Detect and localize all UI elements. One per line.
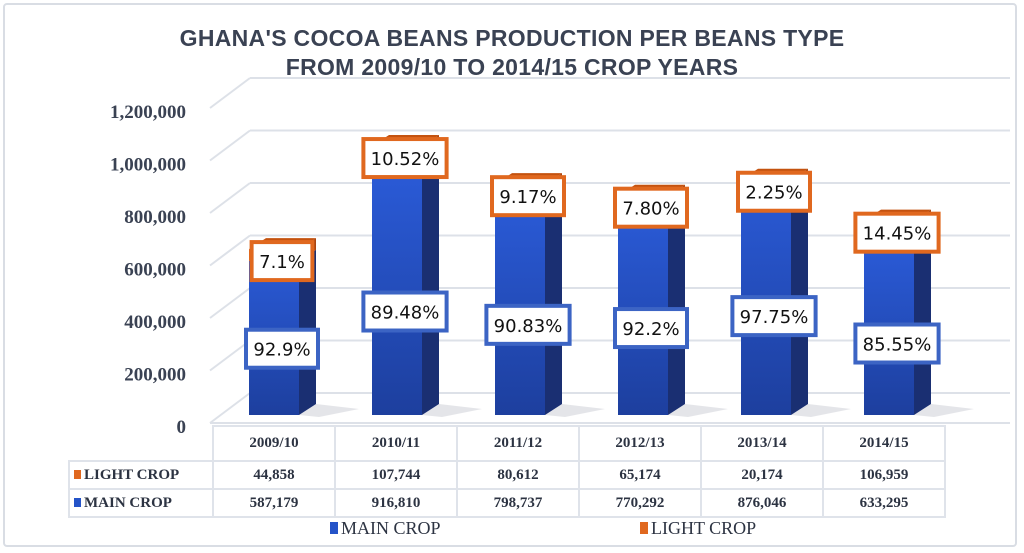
light-crop-value: 106,959 xyxy=(822,460,946,490)
light-crop-percent-label: 7.1% xyxy=(259,252,305,273)
main-crop-value: 916,810 xyxy=(334,488,458,518)
y-tick-label: 0 xyxy=(177,417,187,438)
light-crop-percent-label: 10.52% xyxy=(371,149,440,170)
bar-shadow xyxy=(545,404,605,417)
gridline-diagonal xyxy=(209,339,251,372)
main-crop-percent-label-box xyxy=(484,303,572,346)
main-crop-percent-label-box xyxy=(244,327,320,370)
legend-label-light: LIGHT CROP xyxy=(651,518,757,538)
gridline-diagonal xyxy=(209,392,251,424)
light-crop-percent-label-box xyxy=(490,175,566,218)
table-corner xyxy=(69,426,213,461)
bar-main-crop-side xyxy=(422,163,439,415)
legend-label-main: MAIN CROP xyxy=(341,518,441,538)
chart-frame xyxy=(3,3,1017,547)
legend-swatch-light xyxy=(640,522,648,534)
main-crop-value: 770,292 xyxy=(578,488,702,518)
main-crop-percent-label: 89.48% xyxy=(371,303,440,324)
category-label: 2014/15 xyxy=(822,425,946,462)
category-label: 2009/10 xyxy=(212,425,336,462)
light-crop-value: 44,858 xyxy=(212,460,336,490)
legend-item-main-crop: MAIN CROP xyxy=(330,518,441,539)
row-label-text: MAIN CROP xyxy=(84,494,172,511)
light-crop-percent-label-box xyxy=(613,186,689,229)
title-line-2: FROM 2009/10 TO 2014/15 CROP YEARS xyxy=(285,54,739,80)
light-crop-value: 107,744 xyxy=(334,460,458,490)
bar-main-crop-side xyxy=(791,174,808,415)
light-crop-value: 65,174 xyxy=(578,460,702,490)
light-crop-percent-label-box xyxy=(853,211,941,254)
light-crop-percent-label: 2.25% xyxy=(745,183,802,204)
category-label: 2010/11 xyxy=(334,425,458,462)
category-label: 2013/14 xyxy=(700,425,824,462)
data-table: 2009/10 2010/11 2011/12 2012/13 2013/14 2014/… xyxy=(68,425,946,518)
main-crop-percent-label: 85.55% xyxy=(863,335,932,356)
main-crop-percent-label: 92.9% xyxy=(253,340,310,361)
main-crop-percent-label-box xyxy=(853,322,941,365)
gridline-diagonal xyxy=(209,234,251,267)
light-crop-percent-label-box xyxy=(361,137,449,180)
gridline-diagonal xyxy=(209,287,251,319)
main-crop-percent-label: 92.2% xyxy=(622,319,679,340)
main-crop-percent-label-box xyxy=(730,295,818,338)
row-label-text: LIGHT CROP xyxy=(84,466,180,483)
light-crop-swatch xyxy=(74,469,81,479)
light-crop-percent-label: 14.45% xyxy=(863,224,932,245)
light-crop-percent-label: 9.17% xyxy=(499,187,556,208)
main-crop-value: 798,737 xyxy=(456,488,580,518)
category-label: 2011/12 xyxy=(456,425,580,462)
main-crop-percent-label-box xyxy=(613,307,689,350)
main-crop-percent-label: 97.75% xyxy=(740,307,809,328)
bar-shadow xyxy=(422,404,482,417)
main-crop-percent-label-box xyxy=(361,290,449,333)
bar-shadow xyxy=(299,404,359,417)
y-tick-label: 200,000 xyxy=(124,365,186,386)
y-tick-label: 800,000 xyxy=(124,207,186,228)
gridline-diagonal xyxy=(209,129,251,162)
y-tick-label: 1,200,000 xyxy=(110,102,186,123)
main-crop-percent-label: 90.83% xyxy=(494,316,563,337)
gridline-diagonal xyxy=(209,77,251,109)
main-crop-value: 633,295 xyxy=(822,488,946,518)
bar-shadow xyxy=(791,404,851,417)
light-crop-percent-label: 7.80% xyxy=(622,199,679,220)
category-label: 2012/13 xyxy=(578,425,702,462)
gridline-diagonal xyxy=(209,182,251,214)
light-crop-value: 80,612 xyxy=(456,460,580,490)
y-tick-label: 1,000,000 xyxy=(110,155,186,176)
chart-title: GHANA'S COCOA BEANS PRODUCTION PER BEANS… xyxy=(0,24,1024,82)
main-crop-swatch xyxy=(74,497,81,507)
y-tick-label: 400,000 xyxy=(124,312,186,333)
row-label-light-crop: LIGHT CROP xyxy=(68,460,214,490)
legend-item-light-crop: LIGHT CROP xyxy=(640,518,756,539)
bar-shadow xyxy=(668,404,728,417)
title-line-1: GHANA'S COCOA BEANS PRODUCTION PER BEANS… xyxy=(179,25,845,51)
main-crop-value: 876,046 xyxy=(700,488,824,518)
main-crop-value: 587,179 xyxy=(212,488,336,518)
light-crop-value: 20,174 xyxy=(700,460,824,490)
row-label-main-crop: MAIN CROP xyxy=(68,488,214,518)
legend-swatch-main xyxy=(330,522,338,534)
bar-shadow xyxy=(914,404,974,417)
y-tick-label: 600,000 xyxy=(124,260,186,281)
light-crop-percent-label-box xyxy=(736,170,812,213)
light-crop-percent-label-box xyxy=(249,240,315,283)
